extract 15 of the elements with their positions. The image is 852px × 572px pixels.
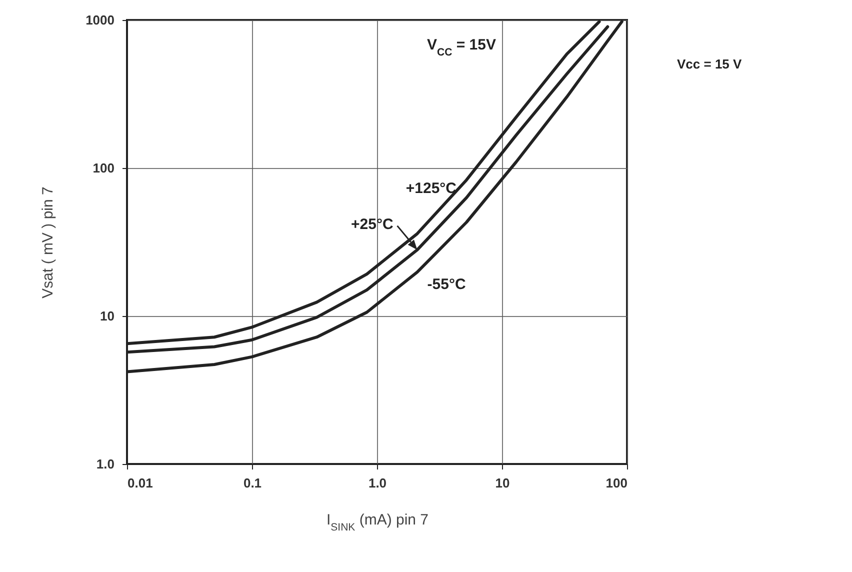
y-tick-label: 1000 [86, 12, 114, 28]
x-tick-label: 0.01 [128, 476, 153, 490]
y-axis-title: Vsat ( mV ) pin 7 [40, 186, 57, 298]
series-label: -55°C [427, 276, 466, 294]
x-axis-title: I$_{SINK}$ (mA) pin 7 [326, 512, 429, 534]
series-label: +125°C [406, 180, 457, 197]
annotation: V$_{CC}$ = 15V [427, 36, 496, 58]
x-tick-label: 0.1 [243, 476, 262, 490]
x-tick-label: 100 [606, 476, 628, 490]
y-tick-label: 100 [92, 160, 114, 176]
y-tick-label: 1.0 [96, 456, 114, 472]
y-tick-label: 10 [100, 308, 114, 324]
x-tick-label: 1.0 [368, 476, 387, 490]
x-tick-label: 10 [495, 476, 510, 490]
text: Vcc = 15 V [677, 56, 742, 72]
